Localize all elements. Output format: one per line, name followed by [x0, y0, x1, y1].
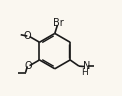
Text: Br: Br	[53, 18, 63, 28]
Text: H: H	[81, 68, 88, 77]
Text: N: N	[83, 61, 90, 71]
Text: O: O	[24, 61, 32, 71]
Text: O: O	[24, 31, 32, 41]
